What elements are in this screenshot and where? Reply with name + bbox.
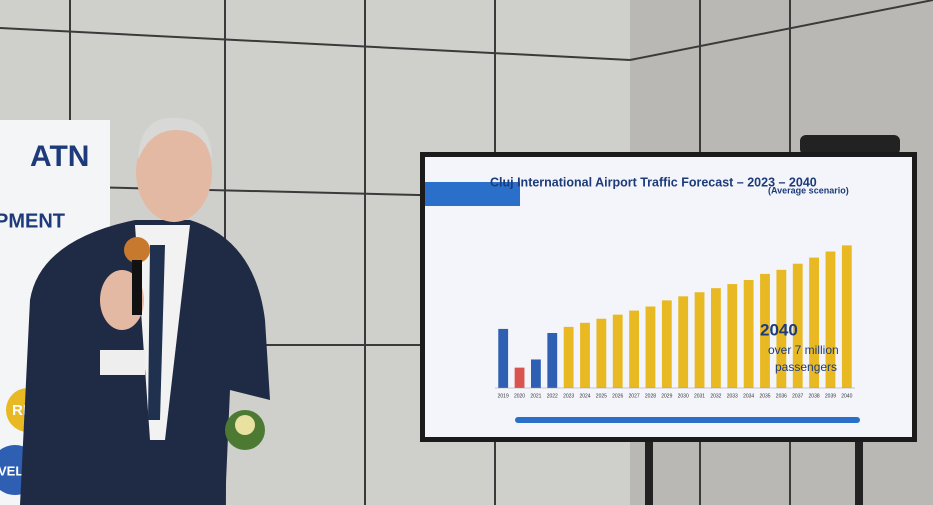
- bar: [531, 359, 541, 388]
- hair: [138, 117, 212, 160]
- face: [136, 122, 212, 222]
- bar: [727, 284, 738, 388]
- x-tick-label: 2034: [743, 393, 754, 399]
- title-bar: [425, 182, 520, 206]
- x-tick-label: 2024: [579, 393, 590, 399]
- bar: [760, 273, 770, 388]
- x-tick-label: 2020: [514, 393, 525, 399]
- x-tick-label: 2022: [547, 393, 558, 399]
- slide-title: Cluj International Airport Traffic Forec…: [490, 175, 817, 189]
- bar: [547, 332, 558, 388]
- x-tick-label: 2029: [661, 393, 672, 399]
- x-tick-label: 2037: [792, 393, 803, 399]
- x-tick-label: 2038: [809, 393, 820, 399]
- bar: [711, 288, 721, 388]
- bar: [580, 322, 590, 388]
- x-tick-label: 2025: [596, 393, 607, 399]
- bar: [809, 257, 819, 388]
- bar: [694, 292, 705, 388]
- bar: [563, 326, 574, 388]
- bar: [661, 300, 672, 388]
- x-tick-label: 2036: [776, 393, 787, 399]
- x-tick-label: 2030: [678, 393, 689, 399]
- x-tick-label: 2040: [841, 393, 852, 399]
- bar: [645, 306, 656, 388]
- x-tick-label: 2023: [563, 393, 574, 399]
- bar: [514, 367, 525, 388]
- callout-line: over 7 million: [768, 343, 839, 357]
- bar: [743, 280, 754, 388]
- x-tick-label: 2035: [759, 393, 770, 399]
- callout-year: 2040: [760, 320, 798, 339]
- footer-bar: [515, 417, 860, 423]
- banner-text: PMENT: [0, 210, 65, 232]
- x-tick-label: 2028: [645, 393, 656, 399]
- slide-subtitle: (Average scenario): [768, 185, 849, 195]
- badge-card: [100, 350, 145, 375]
- chart: 2019 2020 2021 2022 2023 2024 2025 2026 2027 2028…: [495, 245, 855, 399]
- x-tick-label: 2033: [727, 393, 738, 399]
- x-tick-label: 2019: [498, 393, 509, 399]
- banner-logo: ATN: [30, 140, 89, 173]
- x-tick-label: 2031: [694, 393, 705, 399]
- x-tick-label: 2032: [710, 393, 721, 399]
- stand: [855, 435, 863, 505]
- bar: [841, 245, 852, 388]
- x-tick-label: 2026: [612, 393, 623, 399]
- microphone: [124, 237, 150, 263]
- x-tick-label: 2027: [629, 393, 640, 399]
- bar: [498, 328, 509, 388]
- bar: [596, 318, 607, 388]
- x-tick-label: 2021: [530, 393, 541, 399]
- bar: [792, 263, 803, 388]
- stand: [645, 435, 653, 505]
- bar: [629, 310, 639, 388]
- microphone-handle: [132, 260, 142, 315]
- callout-line: passengers: [775, 360, 837, 374]
- camera: [800, 135, 900, 155]
- flowers: [235, 415, 255, 435]
- bar: [678, 296, 689, 388]
- tie: [148, 245, 165, 420]
- bar: [776, 269, 787, 388]
- bar: [612, 314, 623, 388]
- x-tick-label: 2039: [825, 393, 836, 399]
- bar: [825, 251, 836, 388]
